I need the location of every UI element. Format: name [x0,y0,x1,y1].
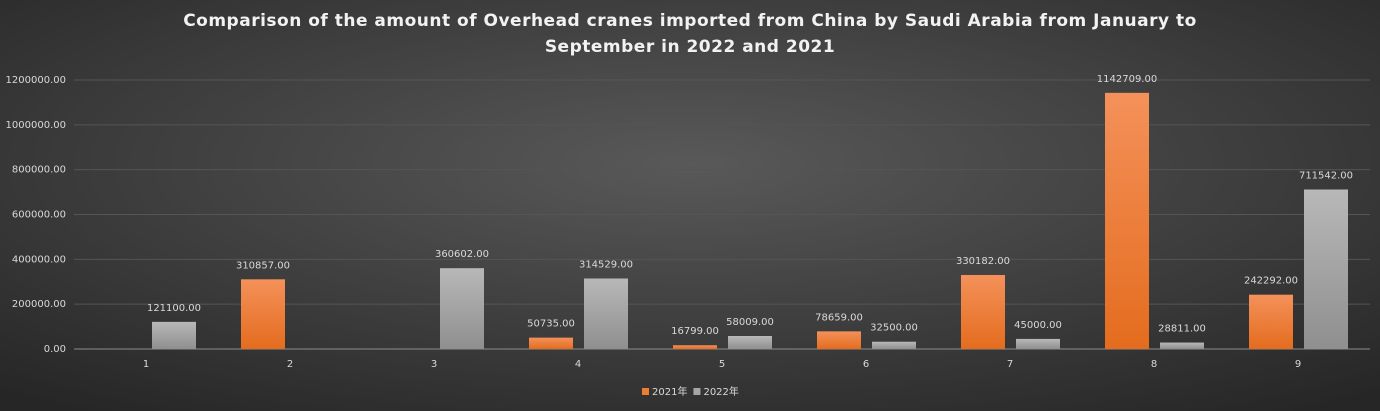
bar [1016,338,1060,349]
y-tick-label: 1200000.00 [6,75,66,86]
x-tick-label: 2 [287,359,293,370]
value-label: 50735.00 [527,319,575,330]
value-label: 78659.00 [815,312,863,323]
value-label: 310857.00 [236,260,290,271]
value-label: 45000.00 [1014,320,1062,331]
x-tick-label: 3 [431,359,437,370]
bar [1160,342,1204,349]
y-tick-label: 1000000.00 [6,120,66,131]
value-label: 1142709.00 [1097,74,1157,85]
value-label: 32500.00 [870,323,918,334]
legend-swatch [642,388,649,395]
y-tick-label: 800000.00 [12,165,66,176]
x-tick-label: 4 [575,359,581,370]
bar [1249,294,1293,349]
bar [1105,92,1149,349]
y-tick-label: 400000.00 [12,254,66,265]
y-tick-label: 600000.00 [12,210,66,221]
title-box: Comparison of the amount of Overhead cra… [183,11,1197,57]
bar [728,335,772,349]
x-tick-label: 7 [1007,359,1013,370]
value-label: 330182.00 [956,256,1010,267]
bar [961,274,1005,349]
legend-label: 2022年 [703,385,738,398]
y-tick-label: 0.00 [44,344,66,355]
x-tick-label: 9 [1295,359,1301,370]
value-label: 16799.00 [671,326,719,337]
value-label: 360602.00 [435,249,489,260]
y-tick-label: 200000.00 [12,299,66,310]
value-label: 58009.00 [726,317,774,328]
legend-label: 2021年 [652,385,687,398]
bar [872,341,916,349]
bar [817,331,861,349]
bar [440,268,484,349]
x-tick-label: 6 [863,359,869,370]
value-label: 711542.00 [1299,170,1353,181]
legend-swatch [693,388,701,395]
value-label: 242292.00 [1244,276,1298,287]
bar [584,278,628,349]
value-label: 314529.00 [579,259,633,270]
value-label: 28811.00 [1158,324,1206,335]
bar [152,321,196,349]
bar [673,345,717,349]
chart-title: Comparison of the amount of Overhead cra… [183,11,1197,57]
bar [241,279,285,349]
value-label: 121100.00 [147,303,201,314]
x-tick-label: 5 [719,359,725,370]
bar [1304,189,1348,349]
x-tick-label: 8 [1151,359,1157,370]
x-tick-label: 1 [143,359,149,370]
bar [529,337,573,349]
